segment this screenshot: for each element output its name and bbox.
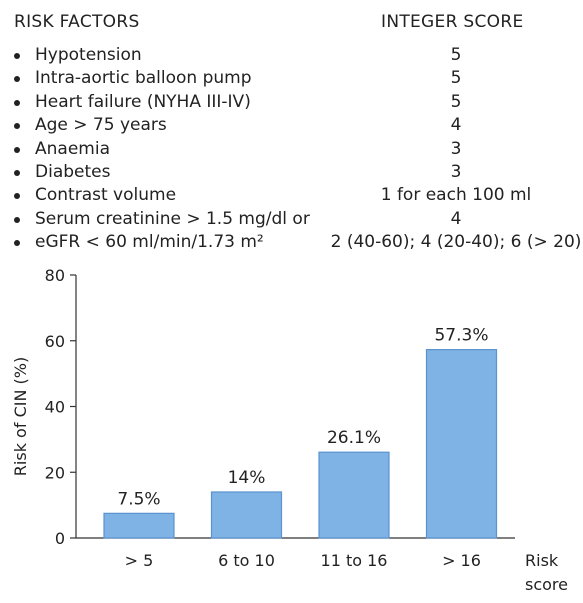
integer-score-header: INTEGER SCORE — [381, 12, 524, 32]
bar-3 — [318, 451, 390, 539]
bar-value-label: 7.5% — [117, 489, 160, 509]
integer-score-value: 5 — [450, 45, 462, 65]
list-item: eGFR < 60 ml/min/1.73 m² 2 (40-60); 4 (20… — [0, 231, 583, 254]
risk-factor-label: Diabetes — [35, 161, 111, 182]
risk-factor-label: Serum creatinine > 1.5 mg/dl or — [35, 208, 310, 229]
risk-factor-label: eGFR < 60 ml/min/1.73 m² — [35, 232, 264, 253]
list-item: Intra-aortic balloon pump 5 — [0, 67, 583, 90]
integer-score-value: 5 — [450, 91, 462, 112]
bullet-icon — [14, 99, 20, 106]
bar-value-label: 57.3% — [434, 326, 488, 346]
risk-factor-label: Contrast volume — [35, 185, 177, 206]
bar-4 — [425, 349, 498, 539]
bullet-icon — [14, 240, 20, 247]
y-tick-label: 0 — [55, 529, 65, 548]
bar-value-label: 26.1% — [327, 428, 381, 448]
bullet-icon — [14, 216, 20, 223]
integer-score-value: 5 — [450, 68, 462, 89]
list-item: Contrast volume 1 for each 100 ml — [0, 184, 583, 207]
risk-factor-label: Heart failure (NYHA III-IV) — [35, 91, 251, 112]
list-item: Age > 75 years 4 — [0, 114, 583, 137]
list-item: Diabetes 3 — [0, 161, 583, 184]
x-axis-title: score — [525, 575, 568, 594]
y-tick-label: 60 — [45, 332, 65, 351]
y-tick-label: 80 — [45, 266, 65, 285]
x-tick-label: > 16 — [442, 551, 481, 570]
bar-value-label: 14% — [228, 468, 266, 488]
bullet-icon — [14, 169, 20, 176]
risk-factor-label: Hypotension — [35, 45, 142, 65]
x-tick-label: 11 to 16 — [321, 551, 388, 570]
integer-score-value: 1 for each 100 ml — [380, 185, 532, 206]
risk-factor-label: Intra-aortic balloon pump — [35, 68, 252, 89]
x-axis-title: Risk — [525, 551, 559, 570]
chart-axes: 0 20 40 60 80 Risk of CIN (%) — [11, 266, 515, 548]
bar-2 — [210, 491, 283, 539]
y-tick-label: 20 — [45, 463, 65, 482]
chart-bars — [103, 349, 498, 539]
risk-factors-header: RISK FACTORS — [14, 12, 140, 32]
list-item: Heart failure (NYHA III-IV) 5 — [0, 91, 583, 114]
integer-score-value: 3 — [450, 138, 462, 159]
list-item: Anaemia 3 — [0, 138, 583, 161]
risk-of-cin-bar-chart: 0 20 40 60 80 Risk of CIN (%) 7.5% > 5 14% 6 to … — [11, 266, 568, 594]
integer-score-value: 2 (40-60); 4 (20-40); 6 (> 20) — [330, 232, 582, 253]
list-item: Serum creatinine > 1.5 mg/dl or 4 — [0, 208, 583, 231]
risk-factor-label: Anaemia — [35, 138, 110, 159]
bullet-icon — [14, 146, 20, 153]
integer-score-value: 4 — [450, 208, 462, 229]
x-tick-label: > 5 — [125, 551, 154, 570]
list-item: Hypotension 5 — [0, 44, 583, 67]
bar-1 — [103, 512, 175, 539]
x-tick-label: 6 to 10 — [218, 551, 275, 570]
y-axis-title: Risk of CIN (%) — [11, 357, 30, 476]
bullet-icon — [14, 76, 20, 83]
risk-factor-label: Age > 75 years — [35, 115, 167, 136]
integer-score-value: 3 — [450, 161, 462, 182]
chart-labels: 7.5% > 5 14% 6 to 10 26.1% 11 to 16 57.3% > 16 R… — [117, 326, 568, 594]
integer-score-value: 4 — [450, 115, 462, 136]
bullet-icon — [14, 53, 20, 59]
risk-factor-list: Hypotension 5 Intra-aortic balloon pump 5 … — [0, 44, 583, 255]
y-tick-label: 40 — [45, 398, 65, 417]
bullet-icon — [14, 123, 20, 130]
bullet-icon — [14, 193, 20, 200]
